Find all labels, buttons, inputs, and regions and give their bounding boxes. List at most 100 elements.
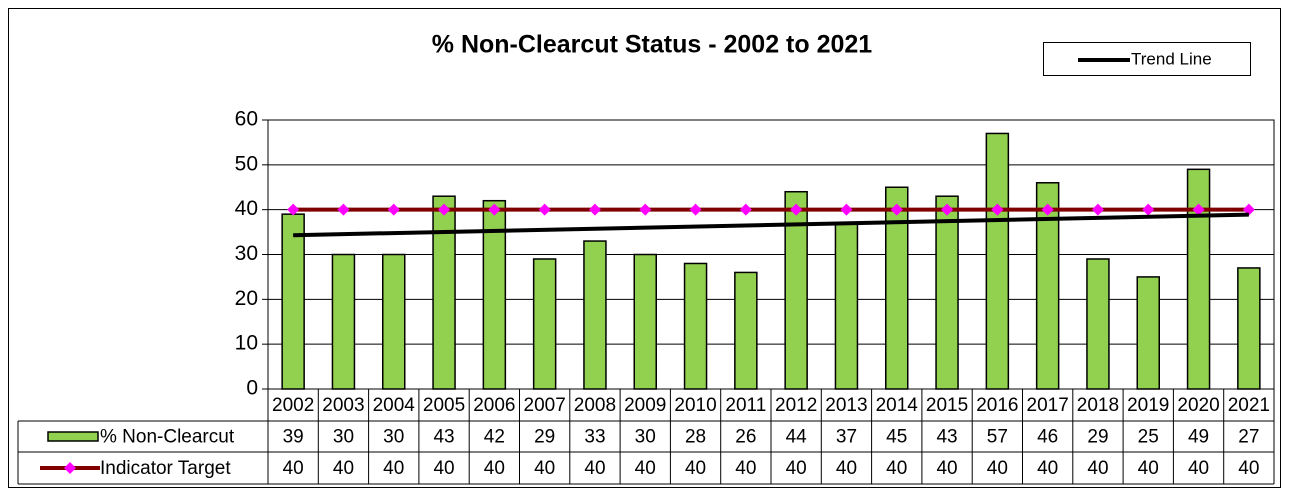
x-tick-label: 2019 bbox=[1127, 395, 1169, 416]
table-cell: 40 bbox=[1188, 458, 1209, 479]
legend-bar-swatch bbox=[47, 431, 99, 442]
x-tick-label: 2013 bbox=[825, 395, 867, 416]
table-cell: 43 bbox=[433, 427, 454, 448]
table-cell: 46 bbox=[1037, 427, 1058, 448]
x-tick-label: 2004 bbox=[373, 395, 416, 416]
x-tick-label: 2006 bbox=[473, 395, 515, 416]
bar bbox=[985, 132, 1010, 390]
table-cell: 33 bbox=[584, 427, 605, 448]
table-cell: 28 bbox=[685, 427, 706, 448]
x-tick-label: 2014 bbox=[876, 395, 919, 416]
table-cell: 42 bbox=[484, 427, 505, 448]
x-tick-label: 2009 bbox=[624, 395, 666, 416]
table-cell: 40 bbox=[283, 458, 304, 479]
y-tick-label: 60 bbox=[235, 108, 258, 131]
x-tick-label: 2002 bbox=[272, 395, 314, 416]
target-marker bbox=[287, 203, 300, 216]
table-cell: 40 bbox=[1037, 458, 1058, 479]
x-tick-label: 2021 bbox=[1228, 395, 1270, 416]
trend-line bbox=[293, 212, 1249, 238]
target-marker bbox=[1142, 203, 1155, 216]
table-cell: 43 bbox=[936, 427, 957, 448]
y-tick-label: 30 bbox=[235, 242, 258, 265]
table-cell: 40 bbox=[1087, 458, 1108, 479]
table-cell: 45 bbox=[886, 427, 907, 448]
target-marker bbox=[1041, 203, 1054, 216]
table-cell: 30 bbox=[333, 427, 354, 448]
table-cell: 44 bbox=[786, 427, 808, 448]
table-cell: 40 bbox=[836, 458, 857, 479]
x-tick-label: 2015 bbox=[926, 395, 968, 416]
bar bbox=[784, 190, 808, 390]
table-cell: 40 bbox=[1138, 458, 1159, 479]
target-marker bbox=[438, 203, 451, 216]
table-cell: 40 bbox=[484, 458, 505, 479]
target-marker bbox=[639, 203, 652, 216]
table-cell: 40 bbox=[936, 458, 957, 479]
x-tick-label: 2005 bbox=[423, 395, 465, 416]
table-cell: 26 bbox=[735, 427, 756, 448]
y-tick-label: 40 bbox=[235, 197, 258, 220]
x-tick-label: 2012 bbox=[775, 395, 817, 416]
bar bbox=[331, 253, 356, 390]
target-marker bbox=[1091, 203, 1104, 216]
table-cell: 40 bbox=[987, 458, 1008, 479]
legend-target-marker bbox=[64, 462, 76, 474]
table-row-label: % Non-Clearcut bbox=[100, 427, 235, 448]
target-marker bbox=[739, 203, 752, 216]
table-cell: 30 bbox=[383, 427, 404, 448]
x-tick-label: 2018 bbox=[1077, 395, 1119, 416]
table-cell: 40 bbox=[685, 458, 706, 479]
table-cell: 40 bbox=[383, 458, 404, 479]
table-cell: 57 bbox=[987, 427, 1008, 448]
bar bbox=[1186, 168, 1211, 390]
table-cell: 30 bbox=[635, 427, 656, 448]
bar bbox=[633, 253, 657, 390]
table-cell: 49 bbox=[1188, 427, 1209, 448]
target-marker bbox=[387, 203, 400, 216]
x-tick-label: 2017 bbox=[1027, 395, 1069, 416]
bar bbox=[834, 222, 859, 390]
target-marker bbox=[337, 203, 350, 216]
x-tick-label: 2008 bbox=[574, 395, 616, 416]
target-marker bbox=[790, 203, 803, 216]
table-cell: 37 bbox=[836, 427, 857, 448]
bar bbox=[885, 186, 909, 390]
table-cell: 40 bbox=[735, 458, 756, 479]
table-cell: 25 bbox=[1138, 427, 1159, 448]
x-tick-label: 2003 bbox=[322, 395, 364, 416]
table-cell: 40 bbox=[886, 458, 907, 479]
bar bbox=[583, 240, 607, 390]
chart-title: % Non-Clearcut Status - 2002 to 2021 bbox=[432, 31, 873, 59]
bar bbox=[281, 213, 305, 390]
bar bbox=[935, 195, 959, 390]
bar bbox=[432, 195, 456, 390]
chart-border bbox=[8, 8, 1281, 488]
bar bbox=[1086, 258, 1110, 390]
table-cell: 27 bbox=[1238, 427, 1259, 448]
target-marker bbox=[991, 203, 1004, 216]
target-marker bbox=[890, 203, 903, 216]
target-marker bbox=[488, 203, 501, 216]
table-cell: 40 bbox=[635, 458, 656, 479]
table-cell: 40 bbox=[1238, 458, 1259, 479]
bar bbox=[683, 262, 708, 390]
table-row-label: Indicator Target bbox=[100, 458, 231, 479]
table-cell: 29 bbox=[534, 427, 555, 448]
bar bbox=[482, 199, 507, 390]
y-tick-label: 50 bbox=[235, 152, 258, 175]
x-tick-label: 2011 bbox=[725, 395, 766, 416]
bar bbox=[1035, 182, 1060, 390]
bar bbox=[1136, 276, 1160, 390]
y-tick-label: 10 bbox=[235, 332, 258, 355]
bar bbox=[382, 253, 406, 390]
table-cell: 40 bbox=[584, 458, 605, 479]
bar bbox=[734, 271, 758, 390]
x-tick-label: 2016 bbox=[976, 395, 1018, 416]
y-tick-label: 20 bbox=[235, 287, 258, 310]
y-tick-label: 0 bbox=[246, 377, 258, 400]
table-cell: 40 bbox=[534, 458, 555, 479]
bar bbox=[1237, 267, 1261, 390]
x-tick-label: 2020 bbox=[1177, 395, 1219, 416]
